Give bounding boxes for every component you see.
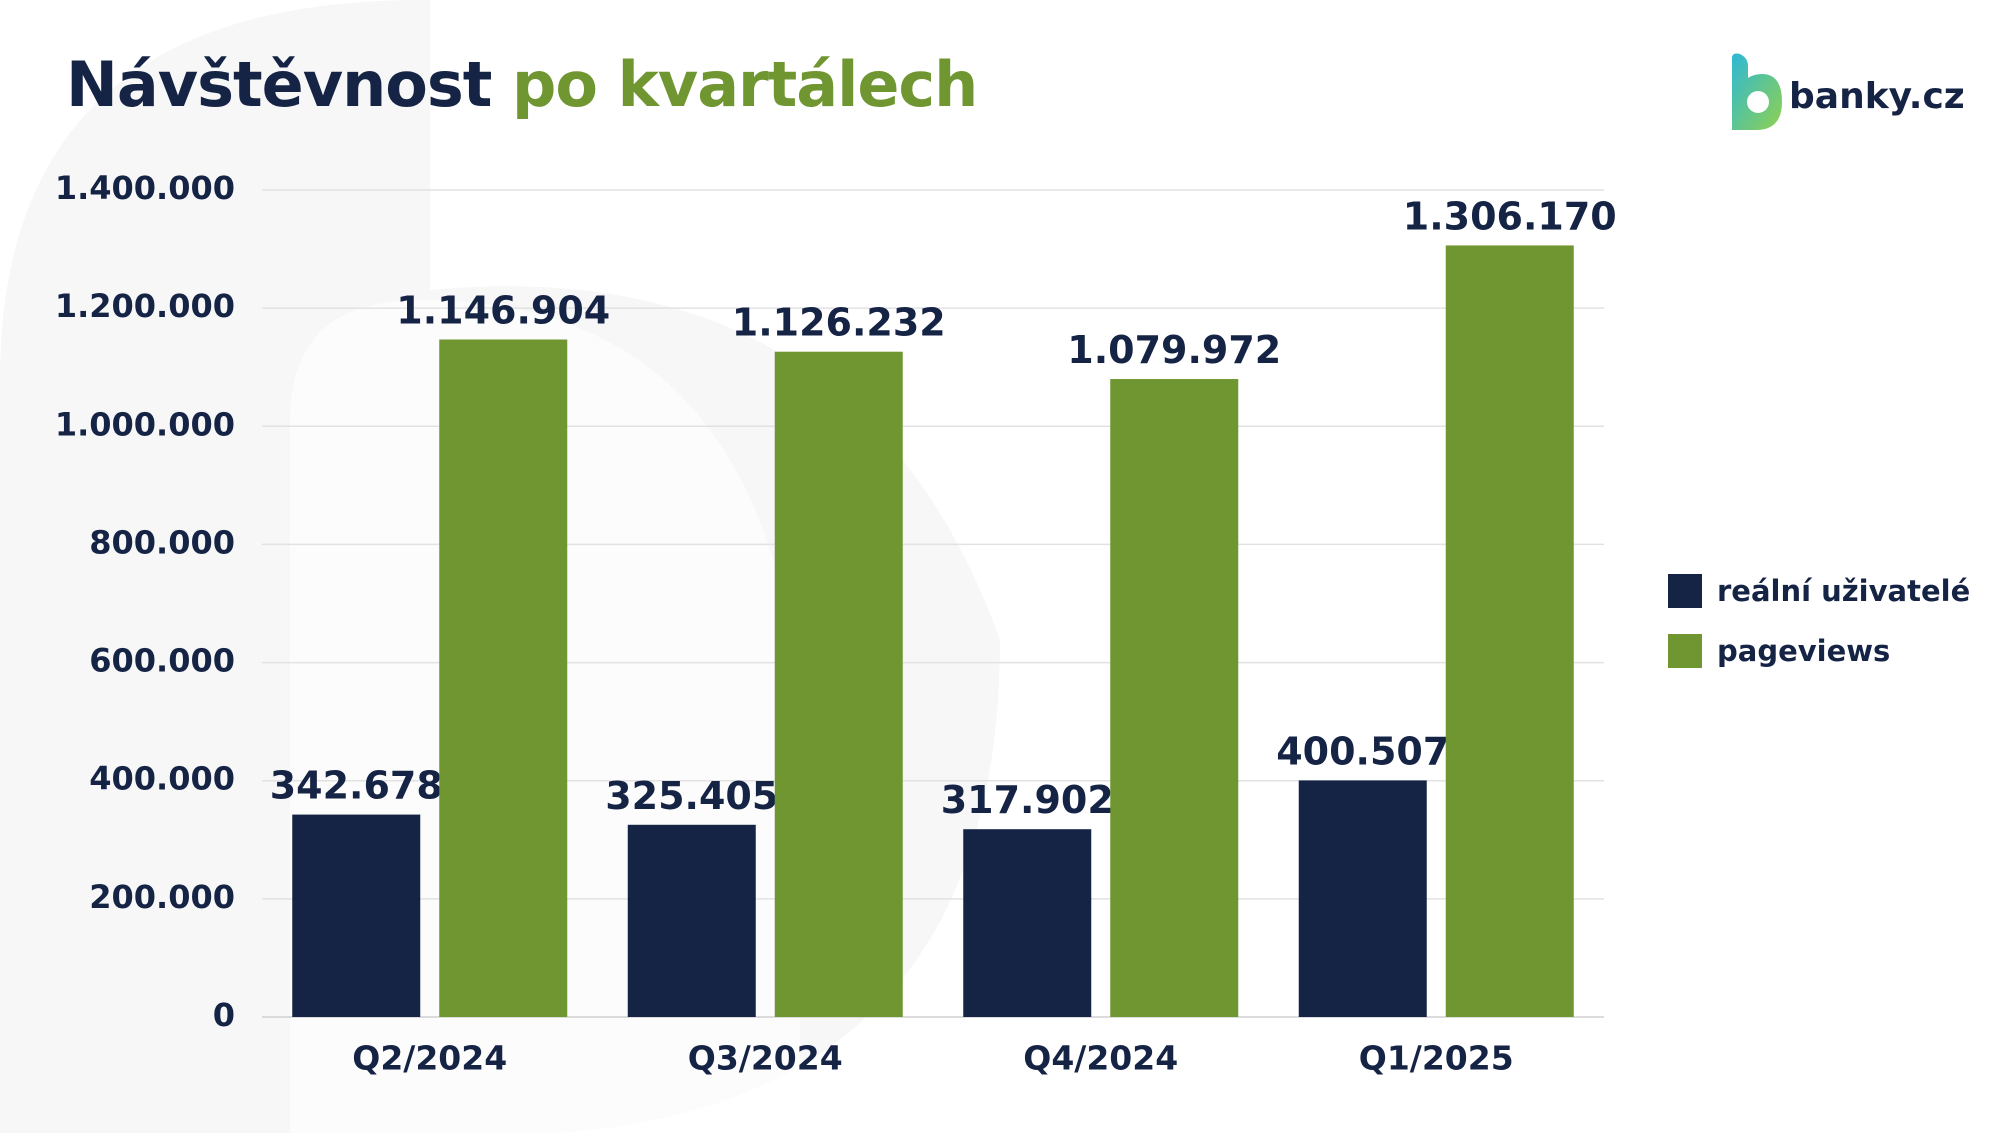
page-title: Návštěvnost po kvartálech xyxy=(66,48,978,121)
legend-item-pageviews: pageviews xyxy=(1668,634,1970,668)
bar-pageviews xyxy=(1110,379,1239,1017)
data-label: 1.079.972 xyxy=(1067,328,1281,372)
data-label: 317.902 xyxy=(941,778,1114,822)
data-label: 342.678 xyxy=(270,764,443,808)
legend-swatch-pageviews xyxy=(1668,634,1702,668)
x-category-label: Q2/2024 xyxy=(352,1039,507,1078)
legend-item-users: reální uživatelé xyxy=(1668,574,1970,608)
bar-pageviews xyxy=(439,339,568,1017)
y-tick-label: 200.000 xyxy=(89,878,235,916)
x-category-label: Q1/2025 xyxy=(1359,1039,1514,1078)
legend-label-pageviews: pageviews xyxy=(1717,634,1891,668)
y-tick-label: 400.000 xyxy=(89,760,235,798)
data-label: 1.306.170 xyxy=(1403,194,1617,238)
y-tick-label: 800.000 xyxy=(89,523,235,561)
y-tick-label: 1.400.000 xyxy=(55,169,235,207)
x-category-label: Q4/2024 xyxy=(1023,1039,1178,1078)
title-part-navy: Návštěvnost xyxy=(66,48,492,121)
banky-b-logo-icon xyxy=(1732,53,1782,130)
brand-logo-text: banky.cz xyxy=(1789,76,1965,117)
y-tick-label: 1.000.000 xyxy=(55,405,235,443)
bar-pageviews xyxy=(774,351,903,1018)
legend-label-users: reální uživatelé xyxy=(1717,574,1971,608)
bar-real-users xyxy=(627,824,756,1017)
title-part-green: po kvartálech xyxy=(512,48,978,121)
chart-legend: reální uživatelé pageviews xyxy=(1668,574,1970,694)
data-label: 325.405 xyxy=(605,774,778,818)
data-label: 400.507 xyxy=(1276,729,1449,773)
bar-real-users xyxy=(1298,780,1427,1017)
legend-swatch-users xyxy=(1668,574,1702,608)
bar-real-users xyxy=(963,829,1092,1017)
x-category-label: Q3/2024 xyxy=(688,1039,843,1078)
data-label: 1.126.232 xyxy=(732,301,946,345)
bar-pageviews xyxy=(1445,245,1574,1017)
y-tick-label: 600.000 xyxy=(89,642,235,680)
data-label: 1.146.904 xyxy=(396,289,610,333)
y-tick-label: 1.200.000 xyxy=(55,287,235,325)
bar-real-users xyxy=(292,814,421,1017)
y-tick-label: 0 xyxy=(213,996,235,1034)
